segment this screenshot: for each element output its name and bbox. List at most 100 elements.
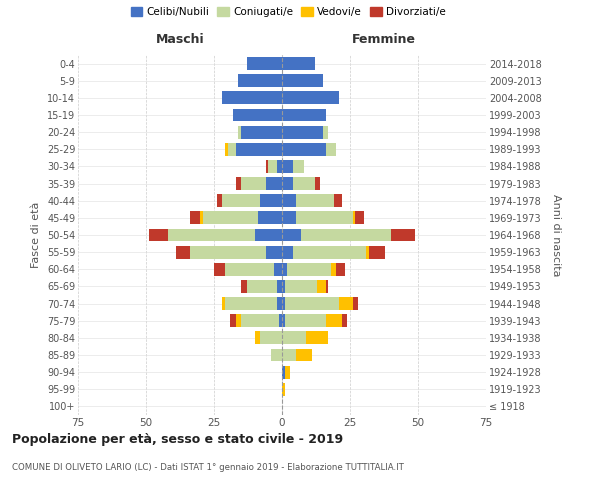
Bar [222, 92, 282, 104]
Bar [233, 108, 282, 122]
Bar [391, 228, 415, 241]
Bar [277, 280, 282, 293]
Bar [282, 57, 314, 70]
Bar [337, 263, 344, 276]
Bar [369, 246, 385, 258]
Bar [282, 246, 293, 258]
Bar [222, 194, 260, 207]
Bar [241, 314, 279, 327]
Bar [225, 143, 227, 156]
Bar [266, 246, 282, 258]
Bar [282, 212, 296, 224]
Legend: Celibi/Nubili, Coniugati/e, Vedovi/e, Divorziati/e: Celibi/Nubili, Coniugati/e, Vedovi/e, Di… [128, 5, 448, 20]
Bar [282, 228, 301, 241]
Bar [217, 194, 222, 207]
Bar [293, 160, 304, 173]
Bar [279, 314, 282, 327]
Bar [190, 246, 266, 258]
Bar [287, 263, 331, 276]
Bar [293, 177, 314, 190]
Bar [282, 74, 323, 87]
Bar [222, 297, 225, 310]
Bar [255, 228, 282, 241]
Bar [282, 314, 285, 327]
Bar [282, 177, 293, 190]
Bar [247, 280, 277, 293]
Bar [326, 280, 328, 293]
Bar [296, 348, 312, 362]
Bar [326, 143, 337, 156]
Bar [334, 194, 342, 207]
Bar [238, 126, 241, 138]
Bar [339, 297, 353, 310]
Bar [282, 332, 307, 344]
Bar [282, 366, 285, 378]
Bar [282, 348, 296, 362]
Bar [277, 297, 282, 310]
Text: Femmine: Femmine [352, 32, 416, 46]
Y-axis label: Fasce di età: Fasce di età [31, 202, 41, 268]
Bar [353, 212, 355, 224]
Bar [277, 160, 282, 173]
Bar [238, 74, 282, 87]
Bar [176, 246, 190, 258]
Bar [285, 297, 339, 310]
Bar [236, 143, 282, 156]
Bar [323, 126, 328, 138]
Bar [355, 212, 364, 224]
Bar [236, 177, 241, 190]
Bar [282, 263, 287, 276]
Bar [168, 228, 255, 241]
Bar [200, 212, 203, 224]
Bar [214, 263, 225, 276]
Bar [282, 160, 293, 173]
Bar [230, 314, 236, 327]
Bar [317, 280, 326, 293]
Bar [225, 263, 274, 276]
Bar [236, 314, 241, 327]
Bar [268, 160, 277, 173]
Bar [301, 228, 391, 241]
Bar [282, 383, 285, 396]
Bar [367, 246, 369, 258]
Bar [149, 228, 168, 241]
Bar [266, 177, 282, 190]
Bar [282, 297, 285, 310]
Bar [260, 194, 282, 207]
Bar [285, 366, 290, 378]
Text: Popolazione per età, sesso e stato civile - 2019: Popolazione per età, sesso e stato civil… [12, 432, 343, 446]
Bar [314, 177, 320, 190]
Bar [282, 194, 296, 207]
Bar [241, 126, 282, 138]
Y-axis label: Anni di nascita: Anni di nascita [551, 194, 561, 276]
Bar [307, 332, 328, 344]
Bar [326, 314, 342, 327]
Bar [285, 314, 326, 327]
Bar [225, 297, 277, 310]
Bar [266, 160, 268, 173]
Text: COMUNE DI OLIVETO LARIO (LC) - Dati ISTAT 1° gennaio 2019 - Elaborazione TUTTITA: COMUNE DI OLIVETO LARIO (LC) - Dati ISTA… [12, 462, 404, 471]
Bar [331, 263, 337, 276]
Bar [282, 126, 323, 138]
Bar [247, 57, 282, 70]
Bar [271, 348, 282, 362]
Bar [260, 332, 282, 344]
Bar [203, 212, 257, 224]
Bar [257, 212, 282, 224]
Bar [274, 263, 282, 276]
Bar [285, 280, 317, 293]
Bar [296, 194, 334, 207]
Bar [282, 280, 285, 293]
Bar [241, 177, 266, 190]
Bar [227, 143, 236, 156]
Bar [241, 280, 247, 293]
Text: Maschi: Maschi [155, 32, 205, 46]
Bar [282, 143, 326, 156]
Bar [255, 332, 260, 344]
Bar [282, 92, 339, 104]
Bar [282, 108, 326, 122]
Bar [296, 212, 353, 224]
Bar [190, 212, 200, 224]
Bar [293, 246, 367, 258]
Bar [353, 297, 358, 310]
